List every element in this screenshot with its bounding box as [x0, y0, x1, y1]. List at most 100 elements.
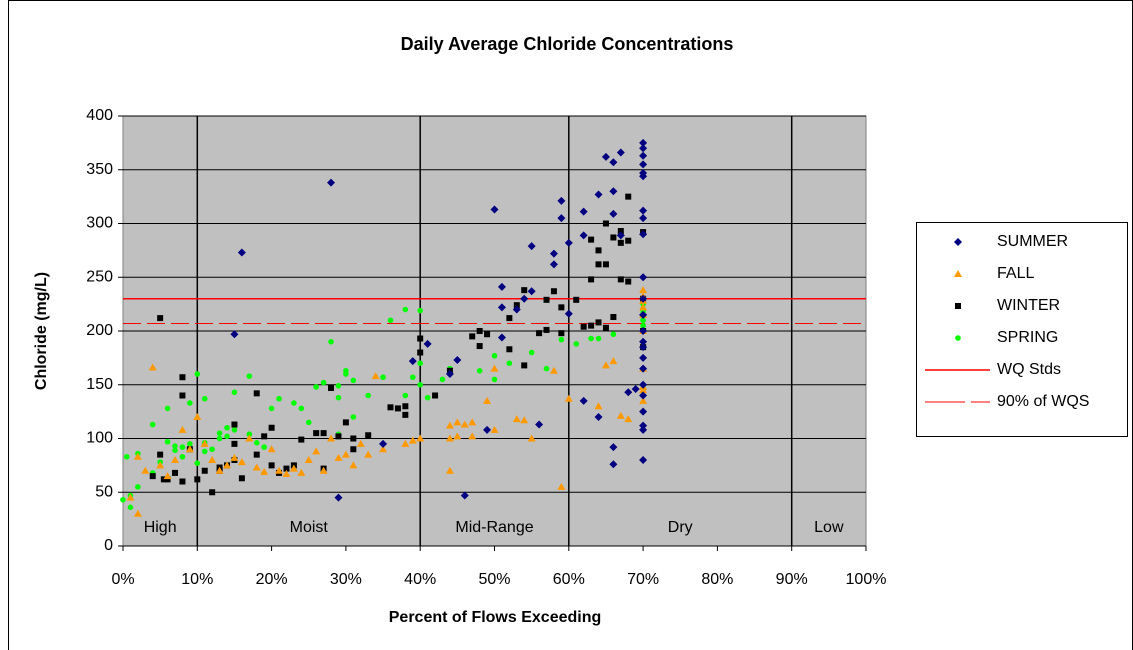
point	[476, 367, 483, 374]
point	[617, 276, 624, 283]
point	[238, 475, 245, 482]
point	[588, 335, 594, 342]
point	[550, 288, 557, 295]
point	[639, 206, 648, 215]
x-tick-label: 90%	[776, 571, 808, 588]
point	[639, 138, 648, 147]
point	[639, 386, 648, 394]
point	[453, 432, 462, 440]
point	[380, 374, 386, 381]
point	[335, 433, 342, 440]
point	[639, 343, 648, 352]
point	[187, 441, 193, 447]
point	[527, 434, 536, 442]
point	[521, 362, 528, 369]
point	[237, 458, 246, 466]
legend-marker	[954, 270, 962, 277]
x-tick-label: 30%	[330, 571, 362, 588]
point	[208, 456, 217, 463]
point	[595, 335, 602, 342]
point	[543, 296, 550, 303]
point	[527, 287, 536, 296]
point	[527, 242, 536, 251]
point	[594, 413, 603, 421]
y-tick-label: 100	[86, 430, 113, 447]
point	[328, 384, 335, 391]
point	[327, 434, 336, 442]
point	[460, 420, 469, 428]
point	[536, 330, 543, 337]
y-tick-label: 0	[104, 537, 113, 554]
point	[289, 464, 298, 472]
point	[261, 444, 267, 450]
point	[439, 376, 446, 383]
point	[564, 238, 573, 247]
point	[520, 416, 529, 424]
point	[513, 302, 520, 309]
point	[320, 430, 327, 437]
point	[521, 287, 528, 294]
point	[588, 322, 595, 329]
point	[350, 446, 357, 453]
point	[520, 294, 529, 303]
point	[639, 214, 648, 223]
point	[588, 276, 595, 283]
point	[200, 439, 209, 447]
point	[609, 460, 618, 469]
point	[617, 228, 624, 235]
zone-label: Dry	[668, 519, 693, 536]
point	[267, 445, 276, 453]
point	[602, 261, 609, 268]
legend-marker	[955, 335, 961, 341]
legend-label: SUMMER	[997, 233, 1068, 250]
point	[609, 357, 618, 365]
point	[157, 451, 164, 458]
point	[402, 392, 409, 399]
point	[297, 468, 306, 476]
y-tick-label: 300	[86, 215, 113, 232]
point	[334, 493, 343, 502]
point	[164, 476, 171, 483]
point	[246, 373, 253, 379]
legend-label: WQ Stds	[997, 361, 1061, 378]
point	[594, 402, 603, 410]
point	[133, 509, 142, 517]
chart-title: Daily Average Chloride Concentrations	[401, 34, 734, 54]
point	[408, 436, 417, 444]
point	[491, 376, 498, 383]
point	[460, 491, 469, 500]
point	[343, 371, 349, 377]
point	[639, 380, 648, 389]
point	[231, 440, 238, 447]
point	[245, 434, 254, 442]
point	[253, 440, 260, 446]
point	[579, 231, 588, 240]
point	[163, 472, 172, 480]
point	[497, 333, 506, 342]
point	[639, 310, 648, 319]
point	[557, 196, 566, 205]
point	[491, 352, 498, 359]
point	[573, 296, 580, 303]
point	[401, 439, 410, 447]
point	[417, 307, 424, 314]
point	[409, 374, 416, 381]
point	[313, 384, 319, 390]
legend-marker	[954, 238, 962, 246]
x-tick-label: 40%	[404, 571, 436, 588]
point	[350, 414, 357, 420]
point	[424, 394, 431, 401]
point	[268, 462, 275, 469]
point	[625, 237, 632, 244]
point	[120, 496, 126, 503]
point	[261, 433, 268, 440]
point	[148, 363, 157, 371]
point	[610, 234, 617, 241]
point	[639, 294, 648, 303]
point	[639, 391, 648, 400]
point	[617, 239, 624, 246]
point	[149, 421, 156, 428]
legend-label: WINTER	[997, 297, 1060, 314]
legend-label: FALL	[997, 265, 1034, 282]
